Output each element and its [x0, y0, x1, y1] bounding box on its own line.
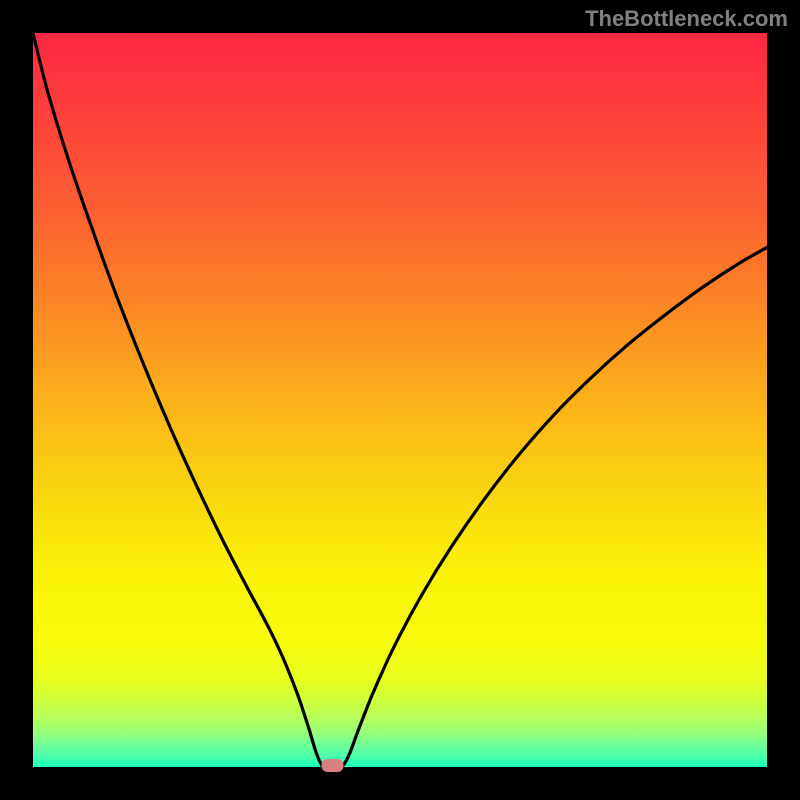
chart-container: TheBottleneck.com	[0, 0, 800, 800]
minimum-marker	[321, 759, 343, 772]
plot-background	[33, 33, 767, 767]
bottleneck-chart	[0, 0, 800, 800]
watermark-label: TheBottleneck.com	[585, 6, 788, 32]
